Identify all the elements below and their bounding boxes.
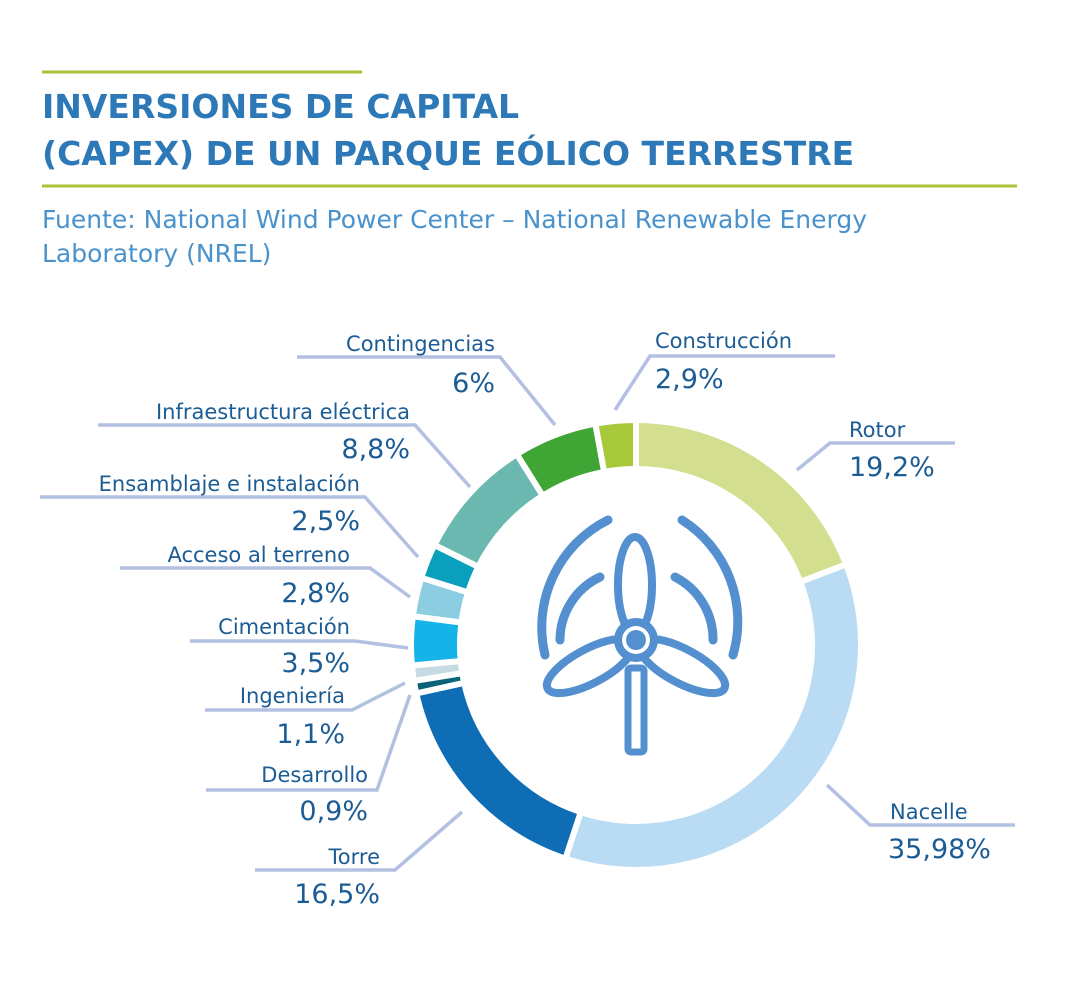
value-construccion: 2,9% — [655, 364, 724, 395]
label-construccion: Construcción — [655, 329, 792, 353]
slice-nacelle — [561, 560, 864, 873]
value-contingencias: 6% — [452, 368, 495, 399]
leader-lines — [40, 354, 1015, 872]
slice-construcci-n — [591, 416, 639, 476]
value-acceso: 2,8% — [281, 578, 350, 609]
value-torre: 16,5% — [294, 879, 380, 910]
value-ensamblaje: 2,5% — [291, 506, 360, 537]
label-desarrollo: Desarrollo — [261, 763, 368, 787]
value-nacelle: 35,98% — [888, 834, 991, 865]
value-cimentacion: 3,5% — [281, 648, 350, 679]
label-torre: Torre — [328, 845, 380, 869]
chart-title-line-1: INVERSIONES DE CAPITAL — [42, 87, 519, 126]
subtitle-line-2: Laboratory (NREL) — [42, 239, 271, 268]
subtitle-line-1: Fuente: National Wind Power Center – Nat… — [42, 205, 867, 234]
label-ensamblaje: Ensamblaje e instalación — [99, 472, 360, 496]
label-acceso: Acceso al terreno — [167, 543, 350, 567]
label-ingenieria: Ingeniería — [240, 684, 345, 708]
label-cimentacion: Cimentación — [218, 615, 350, 639]
value-desarrollo: 0,9% — [299, 796, 368, 827]
donut-slices — [408, 416, 864, 873]
wind-turbine-icon — [537, 515, 743, 756]
value-ingenieria: 1,1% — [276, 719, 345, 750]
label-infraestructura: Infraestructura eléctrica — [156, 400, 410, 424]
label-contingencias: Contingencias — [346, 332, 495, 356]
label-rotor: Rotor — [849, 418, 906, 442]
label-nacelle: Nacelle — [890, 800, 968, 824]
value-rotor: 19,2% — [849, 452, 935, 483]
chart-title-line-2: (CAPEX) DE UN PARQUE EÓLICO TERRESTRE — [42, 133, 854, 173]
slice-rotor — [633, 416, 850, 586]
value-infraestructura: 8,8% — [341, 434, 410, 465]
